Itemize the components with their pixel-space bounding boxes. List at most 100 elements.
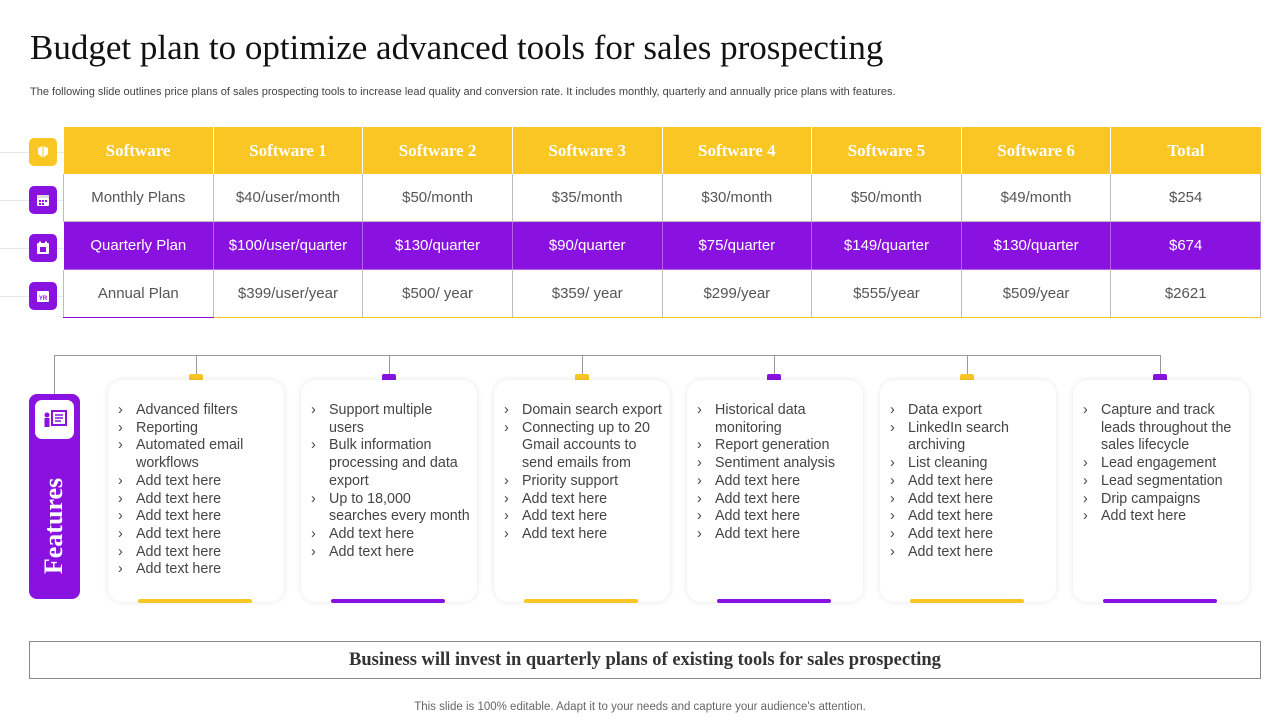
list-item: Automated email workflows: [118, 437, 278, 472]
header-cell: Software 3: [511, 127, 662, 174]
table-cell: $130/quarter: [960, 221, 1112, 270]
table-cell: $555/year: [811, 269, 962, 318]
list-item: Add text here: [118, 526, 278, 544]
feature-card-6: Capture and track leads throughout the s…: [1073, 380, 1249, 603]
header-cell: Software 4: [661, 127, 812, 174]
accent-bar: [524, 599, 638, 603]
accent-bar: [910, 599, 1024, 603]
list-item: Add text here: [118, 544, 278, 562]
list-item: Add text here: [697, 473, 857, 491]
list-item: LinkedIn search archiving: [890, 420, 1050, 455]
table-row: Monthly Plans $40/user/month $50/month $…: [63, 174, 1261, 222]
table-cell: $130/quarter: [362, 221, 513, 270]
header-cell: Software 6: [960, 127, 1111, 174]
feature-card-4: Historical data monitoring Report genera…: [687, 380, 863, 603]
list-item: Add text here: [118, 508, 278, 526]
list-item: Lead segmentation: [1083, 473, 1243, 491]
table-cell: $30/month: [661, 174, 813, 222]
slide-title: Budget plan to optimize advanced tools f…: [30, 28, 884, 67]
table-header-row: Software Software 1 Software 2 Software …: [63, 127, 1261, 174]
feature-card-5: Data export LinkedIn search archiving Li…: [880, 380, 1056, 603]
table-cell: $359/ year: [511, 269, 663, 318]
list-item: Report generation: [697, 437, 857, 455]
slide-subtitle: The following slide outlines price plans…: [30, 86, 896, 98]
connector-line: [54, 355, 1161, 356]
presentation-icon: [35, 400, 74, 439]
software-icon: [29, 138, 57, 166]
list-item: Sentiment analysis: [697, 455, 857, 473]
list-item: Add text here: [118, 491, 278, 509]
header-cell: Software 1: [212, 127, 363, 174]
accent-bar: [138, 599, 252, 603]
table-cell: $50/month: [362, 174, 513, 222]
table-cell: $399/user/year: [212, 269, 364, 318]
table-cell: $149/quarter: [811, 221, 962, 270]
table-cell: $500/ year: [362, 269, 513, 318]
list-item: Add text here: [890, 526, 1050, 544]
list-item: Add text here: [890, 491, 1050, 509]
table-cell: $40/user/month: [212, 174, 364, 222]
table-cell: Annual Plan: [63, 269, 214, 318]
list-item: Up to 18,000 searches every month: [311, 491, 471, 526]
accent-bar: [1103, 599, 1217, 603]
accent-bar: [331, 599, 445, 603]
table-row: Annual Plan $399/user/year $500/ year $3…: [63, 269, 1261, 318]
calendar-year-icon: YR: [29, 282, 57, 310]
list-item: Historical data monitoring: [697, 402, 857, 437]
list-item: Add text here: [697, 526, 857, 544]
list-item: Drip campaigns: [1083, 491, 1243, 509]
calendar-event-icon: [29, 234, 57, 262]
accent-bar: [717, 599, 831, 603]
list-item: Add text here: [1083, 508, 1243, 526]
list-item: List cleaning: [890, 455, 1050, 473]
connector-line: [774, 355, 775, 375]
calendar-icon: [29, 186, 57, 214]
connector-line: [967, 355, 968, 375]
header-cell: Total: [1110, 127, 1261, 174]
list-item: Add text here: [890, 473, 1050, 491]
list-item: Lead engagement: [1083, 455, 1243, 473]
table-cell: $254: [1110, 174, 1261, 222]
feature-card-3: Domain search export Connecting up to 20…: [494, 380, 670, 603]
list-item: Add text here: [890, 508, 1050, 526]
table-cell: $299/year: [661, 269, 813, 318]
connector-line: [196, 355, 197, 375]
list-item: Add text here: [311, 544, 471, 562]
list-item: Add text here: [504, 508, 664, 526]
list-item: Advanced filters: [118, 402, 278, 420]
list-item: Domain search export: [504, 402, 664, 420]
summary-text: Business will invest in quarterly plans …: [349, 649, 941, 670]
table-cell: $75/quarter: [661, 221, 813, 270]
table-cell: $674: [1110, 221, 1261, 270]
list-item: Add text here: [504, 491, 664, 509]
list-item: Priority support: [504, 473, 664, 491]
connector-line: [389, 355, 390, 375]
list-item: Add text here: [697, 491, 857, 509]
list-item: Connecting up to 20 Gmail accounts to se…: [504, 420, 664, 473]
header-cell: Software 2: [362, 127, 513, 174]
table-cell: Quarterly Plan: [63, 221, 214, 270]
connector-line: [54, 355, 55, 395]
price-plans-table: Software Software 1 Software 2 Software …: [63, 127, 1261, 318]
list-item: Add text here: [697, 508, 857, 526]
table-cell: $35/month: [511, 174, 663, 222]
table-row: Quarterly Plan $100/user/quarter $130/qu…: [63, 221, 1261, 270]
header-cell: Software: [63, 127, 214, 174]
table-cell: Monthly Plans: [63, 174, 214, 222]
list-item: Add text here: [504, 526, 664, 544]
table-cell: $509/year: [960, 269, 1112, 318]
feature-card-1: Advanced filters Reporting Automated ema…: [108, 380, 284, 603]
table-cell: $90/quarter: [511, 221, 663, 270]
list-item: Reporting: [118, 420, 278, 438]
summary-box: Business will invest in quarterly plans …: [29, 641, 1261, 679]
list-item: Data export: [890, 402, 1050, 420]
table-cell: $50/month: [811, 174, 962, 222]
footer-note: This slide is 100% editable. Adapt it to…: [414, 701, 866, 713]
list-item: Capture and track leads throughout the s…: [1083, 402, 1243, 455]
feature-card-2: Support multiple users Bulk information …: [301, 380, 477, 603]
connector-line: [582, 355, 583, 375]
features-label: Features: [39, 477, 69, 575]
svg-text:YR: YR: [39, 296, 48, 302]
table-cell: $49/month: [960, 174, 1112, 222]
list-item: Add text here: [118, 561, 278, 579]
